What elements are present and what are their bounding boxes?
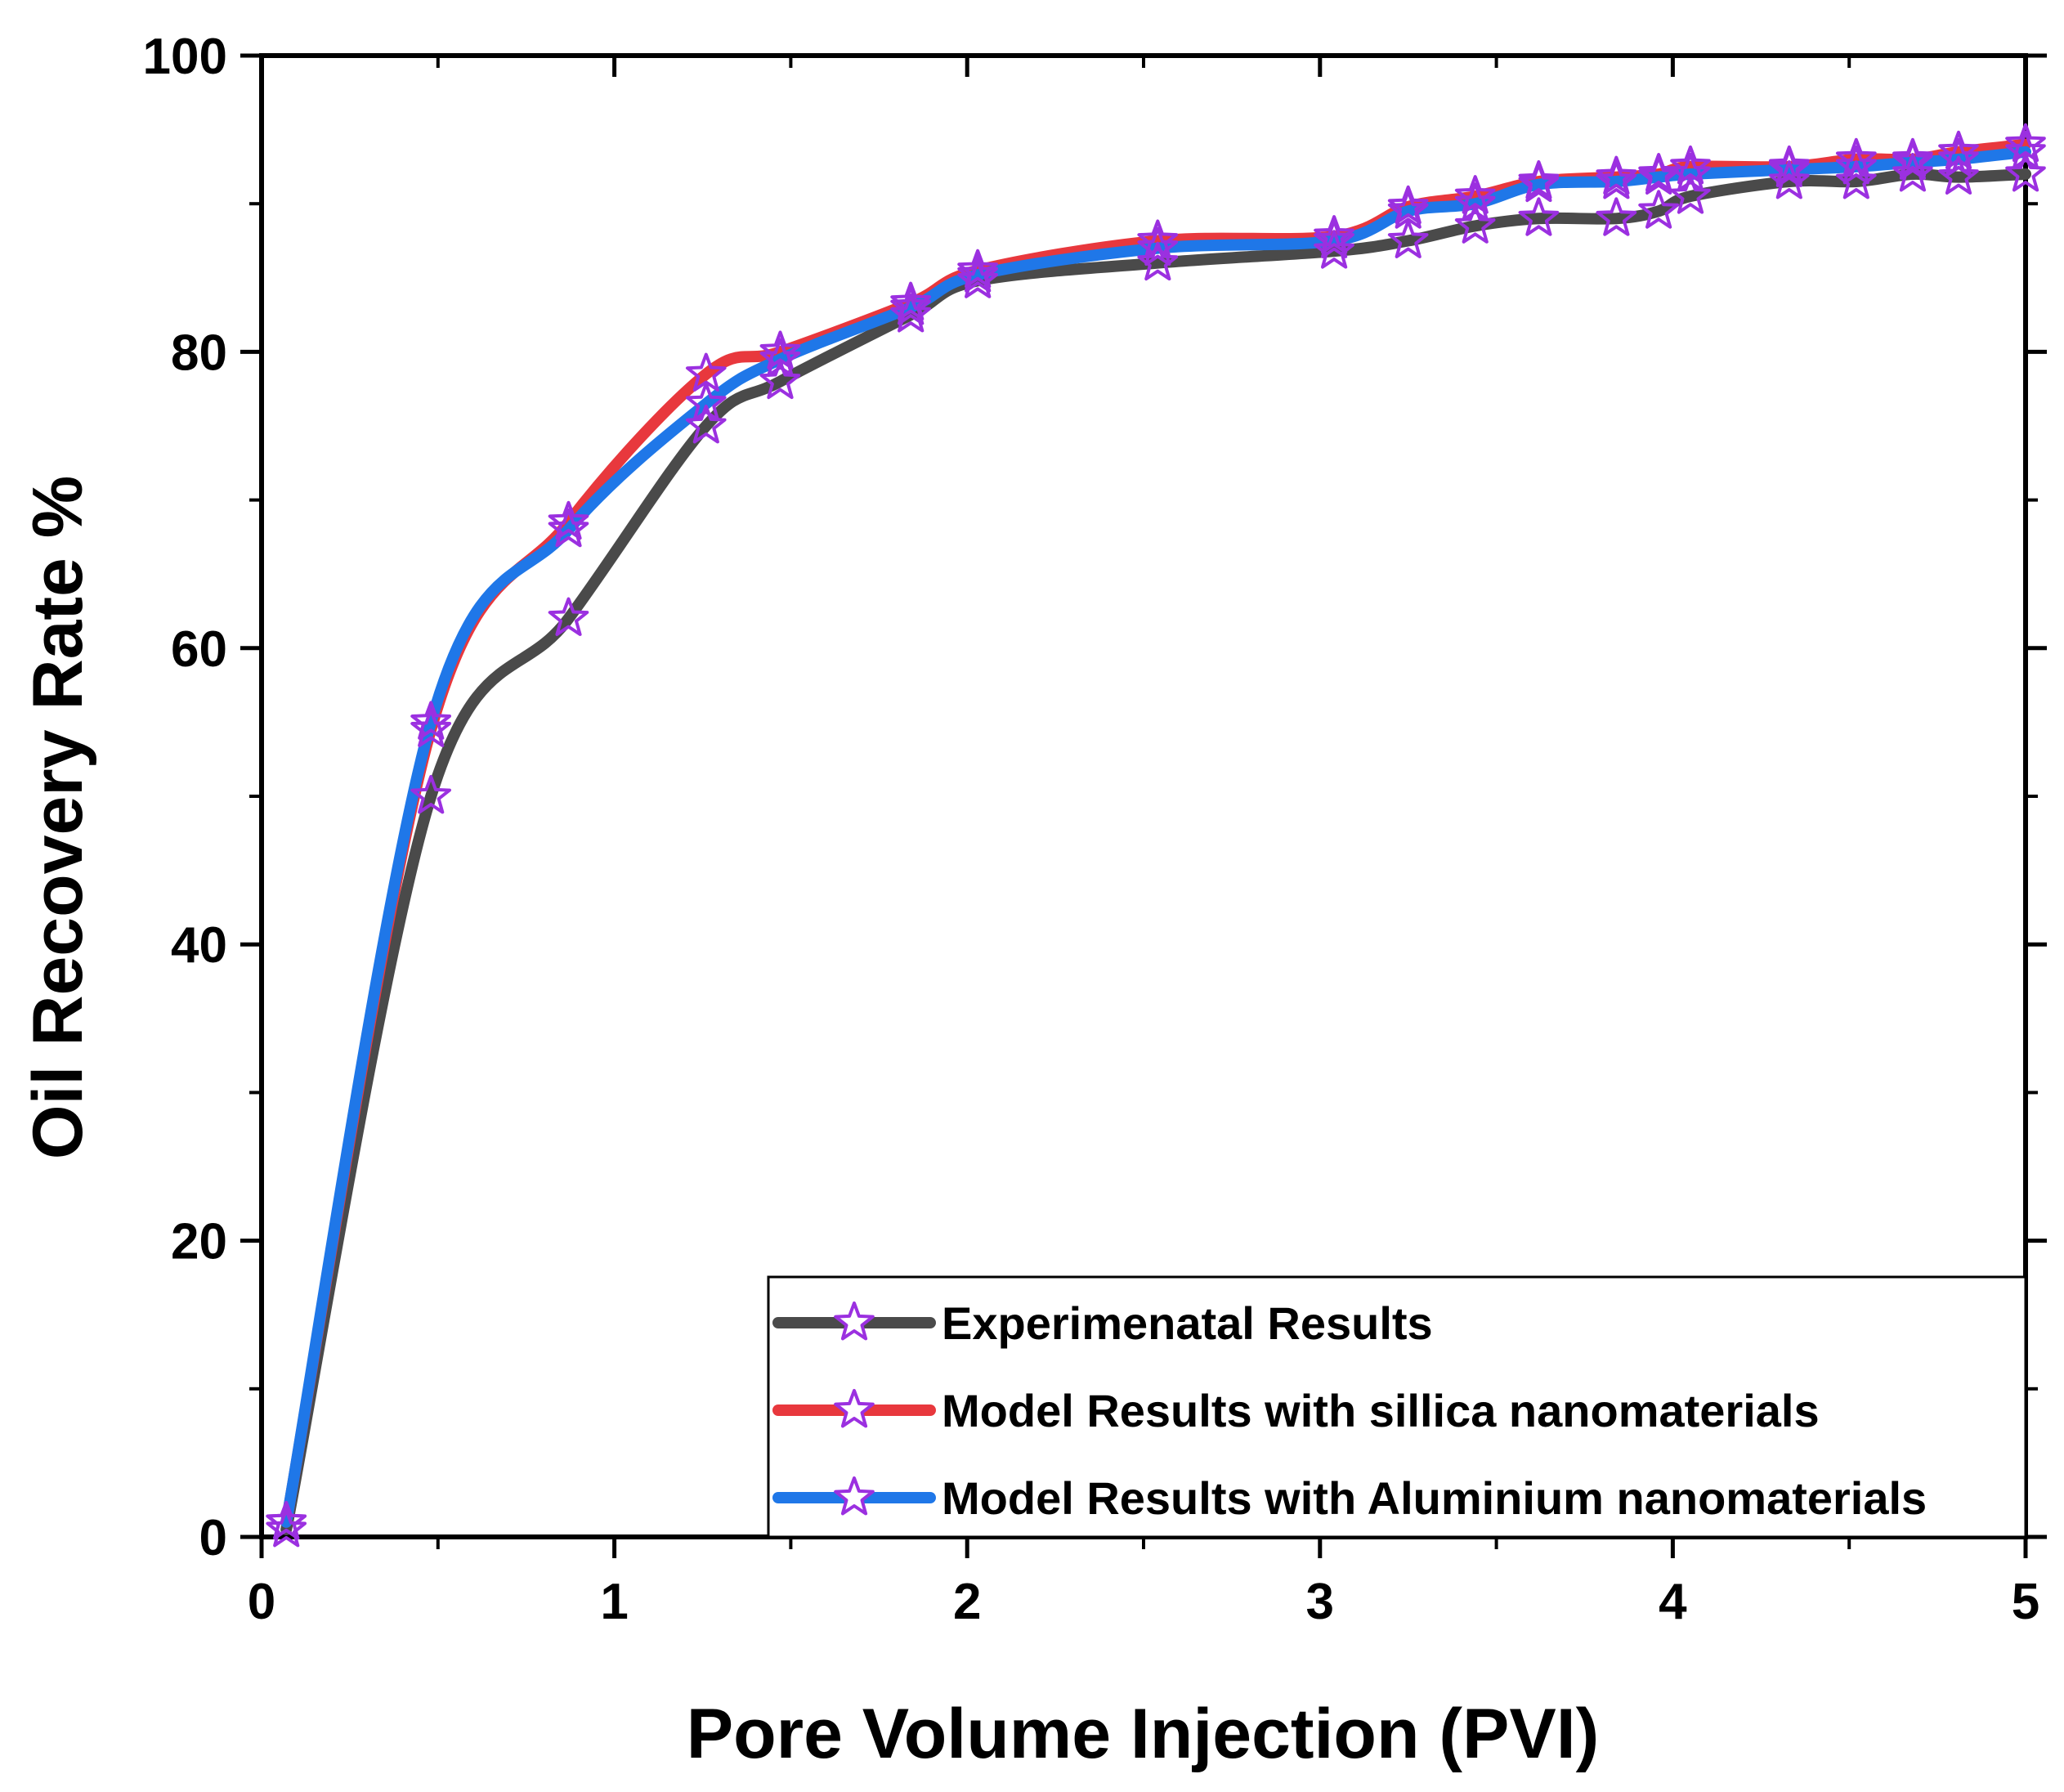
data-point-series-3 [1638, 155, 1679, 195]
data-point-series-2 [759, 330, 801, 370]
data-point-series-3 [1892, 141, 1933, 180]
legend-box [767, 1275, 2027, 1539]
data-point-series-3 [410, 701, 451, 740]
y-tick-label: 0 [199, 1510, 227, 1566]
legend-label-2: Model Results with sillica nanomaterials [942, 1385, 1820, 1436]
legend-star-icon [834, 1389, 875, 1428]
data-point-series-1 [686, 405, 727, 444]
data-point-series-2 [957, 249, 998, 289]
data-point-series-2 [1892, 137, 1933, 177]
data-point-series-3 [686, 382, 727, 422]
data-point-series-2 [1596, 155, 1637, 195]
data-point-series-1 [1454, 204, 1496, 244]
x-tick-label: 1 [600, 1574, 628, 1630]
series-markers [266, 123, 2046, 1548]
data-point-series-1 [1137, 241, 1179, 281]
data-point-series-1 [548, 597, 589, 636]
x-tick-label: 4 [1659, 1574, 1687, 1630]
data-point-series-1 [2005, 153, 2046, 192]
data-point-series-1 [759, 360, 801, 400]
x-tick-label: 3 [1306, 1574, 1334, 1630]
x-tick-label: 0 [248, 1574, 275, 1630]
data-point-series-3 [1938, 137, 1979, 177]
series-line-3 [280, 146, 2031, 1528]
y-tick-label: 60 [171, 621, 227, 678]
data-point-series-3 [759, 338, 801, 377]
series-line-1 [280, 168, 2031, 1535]
data-point-series-1 [1892, 153, 1933, 192]
data-point-series-1 [1314, 230, 1354, 269]
data-point-series-3 [548, 508, 589, 548]
data-point-series-2 [1137, 219, 1179, 258]
data-point-series-3 [1137, 226, 1179, 266]
data-point-series-3 [1596, 160, 1637, 199]
data-point-series-1 [410, 775, 451, 814]
legend-star-icon [834, 1301, 875, 1341]
y-tick-label: 20 [171, 1214, 227, 1270]
data-point-series-1 [1387, 219, 1429, 258]
data-point-series-1 [1638, 190, 1679, 229]
y-tick-label: 80 [171, 325, 227, 381]
data-point-series-2 [1836, 137, 1877, 177]
x-axis-title: Pore Volume Injection (PVI) [687, 1695, 1600, 1773]
data-point-series-3 [2005, 130, 2046, 170]
data-point-series-3 [957, 253, 998, 293]
data-point-series-3 [1314, 219, 1354, 258]
x-tick-label: 5 [2012, 1574, 2039, 1630]
data-point-series-1 [1836, 160, 1877, 199]
data-point-series-2 [1454, 175, 1496, 214]
data-point-series-3 [1670, 153, 1711, 192]
data-point-series-2 [1314, 215, 1354, 254]
y-tick-label: 100 [143, 29, 227, 85]
legend-label-3: Model Results with Aluminium nanomateria… [942, 1472, 1927, 1524]
data-point-series-1 [890, 293, 931, 333]
data-point-series-3 [266, 1500, 307, 1540]
data-point-series-1 [1670, 175, 1711, 214]
data-point-series-1 [1938, 155, 1979, 195]
legend-label-1: Experimenatal Results [942, 1297, 1433, 1349]
data-point-series-2 [1518, 160, 1560, 199]
data-point-series-2 [686, 352, 727, 392]
data-point-series-1 [1769, 160, 1810, 199]
data-point-series-2 [410, 708, 451, 747]
data-point-series-2 [2005, 123, 2046, 163]
y-axis-title: Oil Recovery Rate % [19, 476, 97, 1159]
x-tick-label: 2 [953, 1574, 981, 1630]
data-point-series-2 [1387, 185, 1429, 225]
data-point-series-1 [266, 1508, 307, 1548]
data-point-series-2 [1938, 130, 1979, 170]
data-point-series-3 [1769, 148, 1810, 187]
data-point-series-3 [1387, 190, 1429, 229]
data-point-series-3 [1454, 182, 1496, 222]
legend-star-icon [834, 1476, 875, 1516]
data-point-series-2 [1670, 145, 1711, 185]
data-point-series-2 [890, 281, 931, 320]
data-point-series-2 [548, 500, 589, 540]
data-point-series-3 [1518, 163, 1560, 203]
data-point-series-1 [1596, 197, 1637, 236]
legend: Experimenatal Results Model Results with … [767, 1275, 2027, 1539]
data-point-series-3 [890, 286, 931, 325]
data-point-series-1 [1518, 197, 1560, 236]
y-tick-label: 40 [171, 917, 227, 974]
data-point-series-2 [1769, 145, 1810, 185]
data-point-series-3 [1836, 145, 1877, 185]
